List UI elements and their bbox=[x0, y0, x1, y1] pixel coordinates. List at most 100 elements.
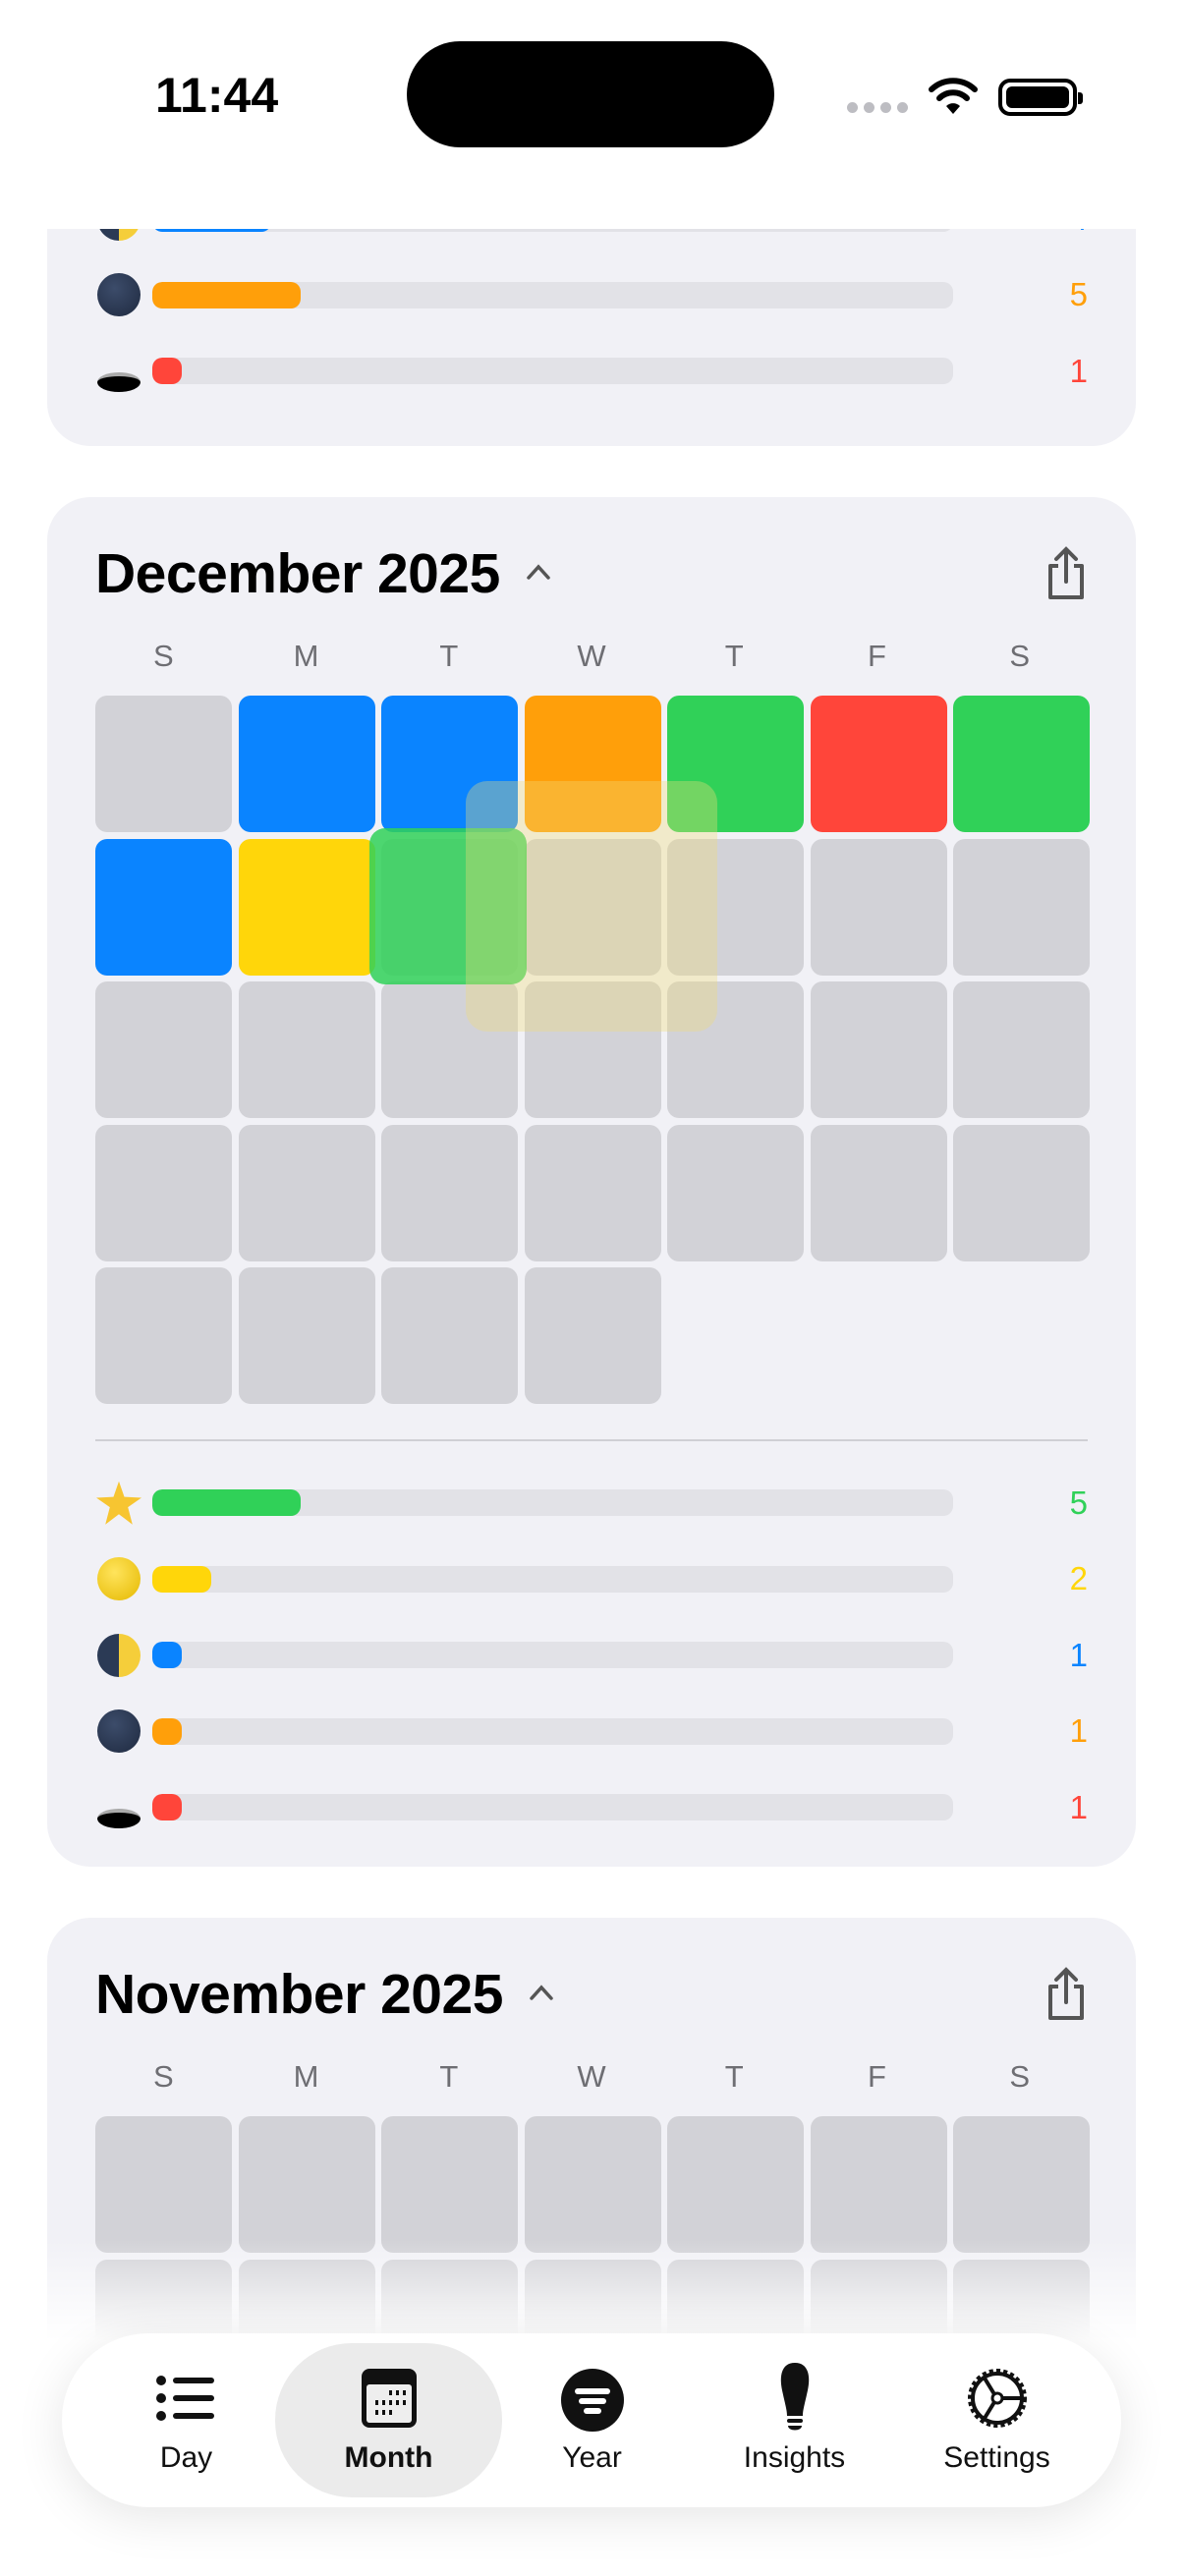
day-cell[interactable] bbox=[667, 696, 804, 832]
day-cell[interactable] bbox=[524, 696, 661, 832]
weekday-label: T bbox=[439, 639, 459, 673]
lightbulb-icon bbox=[780, 2363, 809, 2431]
day-cell[interactable] bbox=[810, 981, 947, 1118]
status-bar: 11:44 bbox=[0, 0, 1185, 229]
day-cell[interactable] bbox=[524, 981, 661, 1118]
day-cell[interactable] bbox=[810, 696, 947, 832]
month-title: November 2025 bbox=[95, 1963, 503, 2026]
day-cell[interactable] bbox=[238, 1124, 375, 1261]
day-cell[interactable] bbox=[95, 2116, 232, 2253]
tab-month[interactable]: Month bbox=[275, 2343, 502, 2497]
day-cell[interactable] bbox=[238, 2116, 375, 2253]
hole-icon bbox=[95, 1784, 142, 1831]
tab-day[interactable]: Day bbox=[73, 2343, 300, 2497]
day-cell[interactable] bbox=[524, 1267, 661, 1404]
day-cell[interactable] bbox=[953, 838, 1090, 976]
day-cell[interactable] bbox=[381, 696, 518, 832]
day-cell[interactable] bbox=[381, 1124, 518, 1261]
weekday-label: W bbox=[577, 639, 606, 673]
day-cell[interactable] bbox=[381, 981, 518, 1118]
day-cell[interactable] bbox=[953, 1124, 1090, 1261]
day-cell[interactable] bbox=[667, 1124, 804, 1261]
stat-count: 1 bbox=[1069, 1788, 1088, 1825]
dynamic-island bbox=[407, 41, 774, 147]
day-cell[interactable] bbox=[953, 2116, 1090, 2253]
dragged-day-cell[interactable] bbox=[369, 828, 527, 984]
tab-label: Settings bbox=[943, 2441, 1050, 2474]
tab-label: Day bbox=[159, 2441, 213, 2474]
stat-count: 1 bbox=[1069, 352, 1088, 389]
status-time: 11:44 bbox=[155, 68, 279, 123]
day-cell[interactable] bbox=[95, 838, 232, 976]
new-moon-icon bbox=[95, 271, 142, 318]
share-icon[interactable] bbox=[1044, 1967, 1088, 2022]
day-cell[interactable] bbox=[238, 696, 375, 832]
weekday-label: W bbox=[577, 2059, 606, 2094]
day-cell[interactable] bbox=[524, 1124, 661, 1261]
day-cell[interactable] bbox=[953, 696, 1090, 832]
hole-icon bbox=[95, 348, 142, 395]
day-cell[interactable] bbox=[667, 838, 804, 976]
stat-bar-track bbox=[152, 281, 953, 308]
stat-bar-fill bbox=[152, 1717, 183, 1745]
chevron-up-icon[interactable] bbox=[529, 1980, 554, 2005]
day-cell[interactable] bbox=[524, 838, 661, 976]
weekday-label: T bbox=[724, 639, 744, 673]
day-cell[interactable] bbox=[810, 838, 947, 976]
stat-bar-fill bbox=[152, 281, 301, 308]
stat-count: 2 bbox=[1069, 1560, 1088, 1597]
first-quarter-moon-icon bbox=[95, 1632, 142, 1679]
day-cell[interactable] bbox=[524, 2116, 661, 2253]
day-cell[interactable] bbox=[238, 981, 375, 1118]
share-icon[interactable] bbox=[1044, 546, 1088, 601]
day-cell[interactable] bbox=[238, 1267, 375, 1404]
weekday-label: T bbox=[724, 2059, 744, 2094]
cellular-signal-icon bbox=[847, 102, 908, 113]
calendar-grid bbox=[95, 696, 1090, 1404]
stat-row: 2 bbox=[95, 1541, 1088, 1618]
tab-year[interactable]: Year bbox=[479, 2343, 705, 2497]
day-cell[interactable] bbox=[810, 1124, 947, 1261]
wifi-icon bbox=[929, 78, 978, 114]
list-icon bbox=[155, 2376, 214, 2421]
tab-bar: Day Month Year Insights Settings bbox=[62, 2333, 1121, 2507]
tab-insights[interactable]: Insights bbox=[681, 2343, 908, 2497]
stat-row: 1 bbox=[95, 333, 1088, 410]
tab-settings[interactable]: Settings bbox=[883, 2343, 1110, 2497]
day-cell[interactable] bbox=[95, 696, 232, 832]
day-cell[interactable] bbox=[238, 838, 375, 976]
calendar-icon bbox=[361, 2369, 417, 2428]
stat-bar-fill bbox=[152, 1489, 301, 1517]
weekday-label: S bbox=[1009, 639, 1031, 673]
stat-count: 1 bbox=[1069, 1712, 1088, 1750]
weekday-label: M bbox=[293, 2059, 319, 2094]
stat-row: 5 bbox=[95, 257, 1088, 334]
star-icon bbox=[95, 1480, 142, 1527]
full-moon-icon bbox=[95, 1555, 142, 1602]
weekday-label: S bbox=[153, 2059, 174, 2094]
stat-bar-fill bbox=[152, 1794, 183, 1821]
weekday-label: M bbox=[293, 639, 319, 673]
filter-circle-icon bbox=[560, 2369, 624, 2432]
day-cell[interactable] bbox=[381, 1267, 518, 1404]
day-cell[interactable] bbox=[667, 981, 804, 1118]
day-cell[interactable] bbox=[381, 2116, 518, 2253]
day-cell[interactable] bbox=[810, 2116, 947, 2253]
day-cell[interactable] bbox=[95, 1267, 232, 1404]
stat-bar-track bbox=[152, 1565, 953, 1593]
day-cell[interactable] bbox=[953, 981, 1090, 1118]
weekday-label: S bbox=[1009, 2059, 1031, 2094]
day-cell[interactable] bbox=[95, 981, 232, 1118]
stat-bar-fill bbox=[152, 358, 183, 385]
stat-bar-track bbox=[152, 1642, 953, 1669]
weekday-label: F bbox=[867, 639, 886, 673]
day-cell[interactable] bbox=[667, 2116, 804, 2253]
day-cell[interactable] bbox=[95, 1124, 232, 1261]
chevron-up-icon[interactable] bbox=[526, 559, 551, 585]
stat-bar-fill bbox=[152, 1565, 212, 1593]
stat-bar-track bbox=[152, 1794, 953, 1821]
weekday-label: T bbox=[439, 2059, 459, 2094]
